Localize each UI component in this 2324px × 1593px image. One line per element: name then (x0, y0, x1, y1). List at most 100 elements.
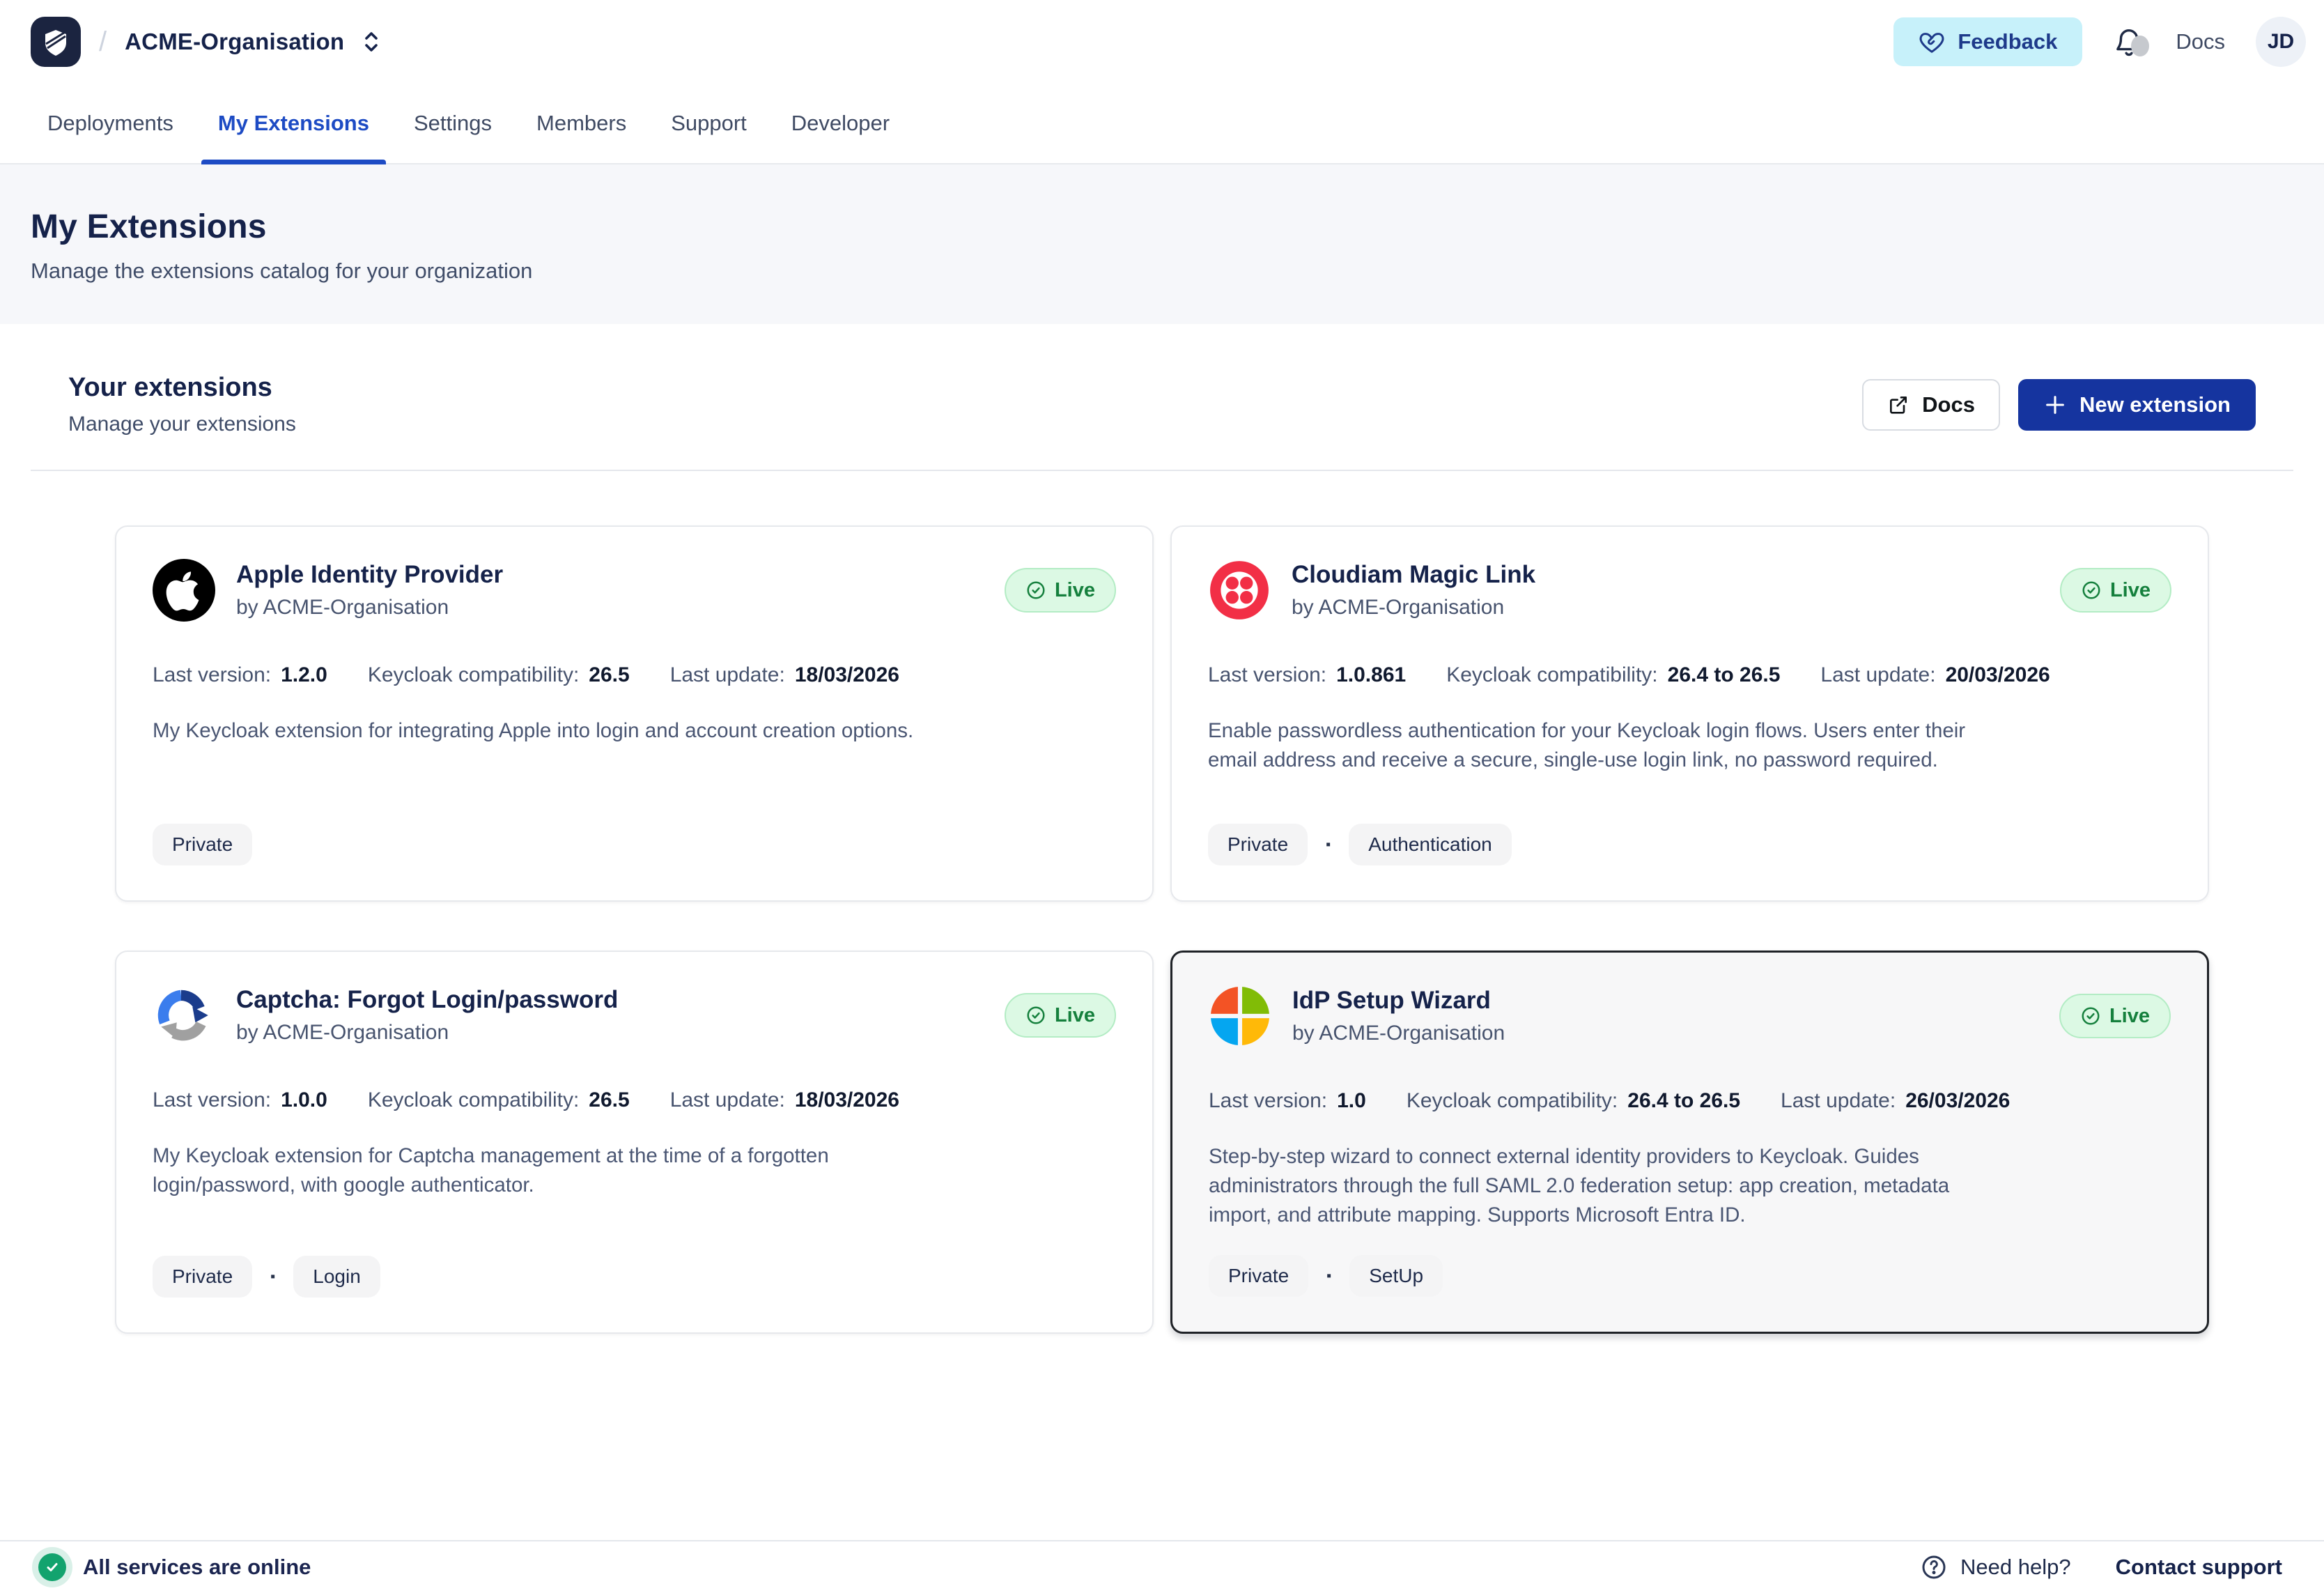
user-avatar[interactable]: JD (2256, 17, 2306, 67)
status-badge: Live (2059, 994, 2171, 1038)
tag-private: Private (1208, 824, 1308, 865)
feedback-button[interactable]: Feedback (1893, 17, 2082, 66)
check-circle-icon (38, 1553, 66, 1581)
magic-link-icon (1208, 559, 1271, 622)
keycloak-compat-value: 26.5 (589, 663, 629, 687)
extension-card-captcha[interactable]: Captcha: Forgot Login/password by ACME-O… (115, 951, 1154, 1334)
status-footer: All services are online Need help? Conta… (0, 1540, 2324, 1593)
tag-private: Private (1209, 1255, 1308, 1297)
docs-button-label: Docs (1922, 392, 1975, 417)
org-switcher[interactable] (359, 28, 383, 56)
check-circle-icon (1025, 580, 1046, 601)
services-status-text: All services are online (83, 1555, 311, 1580)
keycloak-compat-label: Keycloak compatibility: (368, 1088, 579, 1112)
top-bar: / ACME-Organisation Feedback (0, 0, 2324, 84)
feedback-label: Feedback (1958, 29, 2057, 54)
tab-my-extensions[interactable]: My Extensions (201, 84, 386, 163)
last-update-value: 18/03/2026 (795, 663, 899, 687)
keycloak-compat-value: 26.4 to 26.5 (1668, 663, 1781, 687)
tag-separator: ▪ (1326, 837, 1331, 853)
section-subtitle: Manage your extensions (68, 413, 296, 436)
status-badge: Live (1005, 568, 1116, 613)
need-help-link[interactable]: Need help? (1920, 1553, 2071, 1581)
section-divider (31, 470, 2293, 471)
tag-separator: ▪ (270, 1269, 275, 1285)
external-link-icon (1887, 394, 1909, 416)
last-version-label: Last version: (1209, 1089, 1327, 1113)
extension-author: by ACME-Organisation (236, 1021, 618, 1045)
tab-developer[interactable]: Developer (775, 84, 906, 163)
tag-separator: ▪ (1326, 1268, 1331, 1284)
org-logo[interactable] (31, 17, 81, 67)
tab-members[interactable]: Members (520, 84, 643, 163)
captcha-icon (153, 984, 215, 1047)
check-circle-icon (2081, 580, 2102, 601)
last-version-value: 1.0.861 (1336, 663, 1406, 687)
status-label: Live (1055, 579, 1095, 602)
last-update-label: Last update: (670, 1088, 785, 1112)
tab-deployments[interactable]: Deployments (31, 84, 190, 163)
notification-badge (2131, 36, 2149, 56)
extensions-section-header: Your extensions Manage your extensions D… (31, 373, 2293, 436)
extension-title: Apple Identity Provider (236, 561, 503, 589)
extension-card-magic-link[interactable]: Cloudiam Magic Link by ACME-Organisation… (1170, 525, 2209, 902)
extension-title: Cloudiam Magic Link (1292, 561, 1535, 589)
last-version-value: 1.0.0 (281, 1088, 327, 1112)
status-badge: Live (1005, 993, 1116, 1038)
last-version-value: 1.0 (1337, 1089, 1366, 1113)
heart-hands-icon (1919, 29, 1945, 55)
keycloak-compat-value: 26.5 (589, 1088, 629, 1112)
idp-wizard-icon (1209, 985, 1271, 1047)
tag-authentication: Authentication (1349, 824, 1511, 865)
tags-row: Private ▪ SetUp (1209, 1255, 2171, 1297)
contact-support-link[interactable]: Contact support (2116, 1555, 2282, 1580)
page-title: My Extensions (31, 208, 2293, 246)
extension-title: Captcha: Forgot Login/password (236, 986, 618, 1014)
page-subtitle: Manage the extensions catalog for your o… (31, 259, 2293, 284)
keycloak-compat-label: Keycloak compatibility: (368, 663, 579, 687)
tab-support[interactable]: Support (654, 84, 764, 163)
check-circle-icon (1025, 1005, 1046, 1026)
tags-row: Private ▪ Authentication (1208, 824, 2171, 865)
last-update-value: 26/03/2026 (1905, 1089, 2010, 1113)
extension-card-idp-wizard[interactable]: IdP Setup Wizard by ACME-Organisation Li… (1170, 951, 2209, 1334)
last-version-label: Last version: (153, 663, 271, 687)
services-status: All services are online (38, 1553, 311, 1581)
last-update-label: Last update: (670, 663, 785, 687)
tag-private: Private (153, 824, 252, 865)
docs-link[interactable]: Docs (2176, 29, 2225, 54)
org-name: ACME-Organisation (125, 29, 344, 55)
last-version-value: 1.2.0 (281, 663, 327, 687)
extensions-grid: Apple Identity Provider by ACME-Organisa… (115, 525, 2209, 1334)
docs-button[interactable]: Docs (1862, 379, 2000, 431)
extension-description: My Keycloak extension for integrating Ap… (153, 716, 954, 746)
extension-description: Enable passwordless authentication for y… (1208, 716, 2009, 775)
status-badge: Live (2060, 568, 2171, 613)
keycloak-compat-label: Keycloak compatibility: (1407, 1089, 1618, 1113)
status-label: Live (1055, 1004, 1095, 1027)
extension-card-apple[interactable]: Apple Identity Provider by ACME-Organisa… (115, 525, 1154, 902)
main-nav-tabs: Deployments My Extensions Settings Membe… (0, 84, 2324, 164)
last-version-label: Last version: (1208, 663, 1326, 687)
need-help-label: Need help? (1960, 1555, 2071, 1580)
tags-row: Private ▪ Login (153, 1256, 1116, 1298)
plus-icon (2043, 393, 2067, 417)
extension-description: My Keycloak extension for Captcha manage… (153, 1141, 954, 1200)
tags-row: Private (153, 824, 1116, 865)
breadcrumb-slash: / (99, 26, 107, 58)
extension-author: by ACME-Organisation (1292, 1022, 1505, 1045)
page-header: My Extensions Manage the extensions cata… (0, 164, 2324, 324)
section-title: Your extensions (68, 373, 296, 403)
top-bar-actions: Feedback Docs JD (1893, 17, 2306, 67)
apple-icon (153, 559, 215, 622)
status-label: Live (2109, 1005, 2150, 1028)
last-update-value: 20/03/2026 (1946, 663, 2050, 687)
extension-author: by ACME-Organisation (236, 596, 503, 620)
last-update-label: Last update: (1820, 663, 1935, 687)
keycloak-compat-value: 26.4 to 26.5 (1627, 1089, 1740, 1113)
extension-description: Step-by-step wizard to connect external … (1209, 1142, 2010, 1230)
tag-setup: SetUp (1349, 1255, 1443, 1297)
tab-settings[interactable]: Settings (397, 84, 509, 163)
new-extension-button[interactable]: New extension (2018, 379, 2256, 431)
notifications-button[interactable] (2113, 26, 2145, 58)
